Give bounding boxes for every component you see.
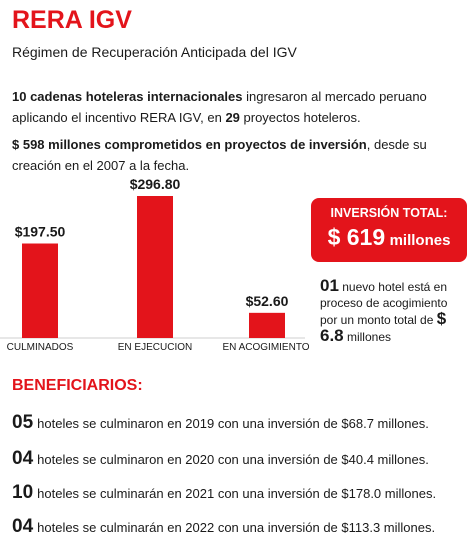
value-label: $197.50	[15, 224, 66, 240]
item-count: 05	[12, 412, 34, 433]
text-segment: millones	[343, 330, 391, 344]
text-segment: 10 cadenas hoteleras internacionales	[12, 89, 243, 104]
text-segment: ingresaron al mercado peruano aplicando …	[12, 89, 427, 125]
item-text: hoteles se culminarán en 2021 con una in…	[37, 486, 437, 501]
note: 01 nuevo hotel está en proceso de acogim…	[320, 276, 468, 345]
text-segment: $ 598 millones comprometidos en proyecto…	[12, 137, 367, 152]
beneficiary-item: 04 hoteles se culminaron en 2020 con una …	[12, 448, 429, 470]
item-count: 04	[12, 516, 34, 537]
bar	[137, 196, 173, 338]
total-box: INVERSIÓN TOTAL: $ 619 millones	[311, 198, 467, 262]
item-text: hoteles se culminaron en 2020 con una in…	[37, 452, 429, 467]
category-label: EN EJECUCION	[118, 342, 192, 353]
total-unit: millones	[389, 232, 451, 249]
bar	[22, 243, 58, 338]
beneficiary-item: 10 hoteles se culminarán en 2021 con una …	[12, 482, 436, 504]
beneficiaries-title: BENEFICIARIOS:	[12, 377, 143, 394]
total-label: INVERSIÓN TOTAL:	[330, 206, 448, 220]
item-text: hoteles se culminarán en 2022 con una in…	[37, 520, 436, 535]
beneficiary-item: 05 hoteles se culminaron en 2019 con una …	[12, 412, 429, 434]
title: RERA IGV	[12, 6, 132, 34]
text-segment: proyectos hoteleros.	[239, 110, 361, 125]
subtitle: Régimen de Recuperación Anticipada del I…	[12, 44, 297, 60]
text-segment: $ 6.8	[320, 309, 447, 345]
total-amount: $ 619	[327, 224, 386, 250]
value-label: $296.80	[130, 176, 181, 192]
text-segment: 01	[320, 276, 339, 295]
intro-paragraph: 10 cadenas hoteleras internacionales ing…	[12, 86, 452, 128]
category-label: EN ACOGIMIENTO	[222, 342, 309, 353]
text-segment: , desde su creación en el 2007 a la fech…	[12, 137, 427, 173]
category-label: CULMINADOS	[7, 342, 74, 353]
item-count: 04	[12, 448, 34, 469]
item-text: hoteles se culminaron en 2019 con una in…	[37, 416, 429, 431]
bar	[249, 312, 285, 338]
value-label: $52.60	[246, 293, 289, 309]
bar-chart: $197.50 CULMINADOS $296.80 EN EJECUCION $52.…	[0, 176, 310, 353]
total-amount-line: $ 619 millones	[311, 224, 467, 251]
text-segment: 29	[225, 110, 240, 125]
intro-paragraph: $ 598 millones comprometidos en proyecto…	[12, 134, 452, 176]
item-count: 10	[12, 482, 34, 503]
text-segment: nuevo hotel está en proceso de acogimien…	[320, 280, 448, 327]
beneficiary-item: 04 hoteles se culminarán en 2022 con una …	[12, 516, 435, 538]
